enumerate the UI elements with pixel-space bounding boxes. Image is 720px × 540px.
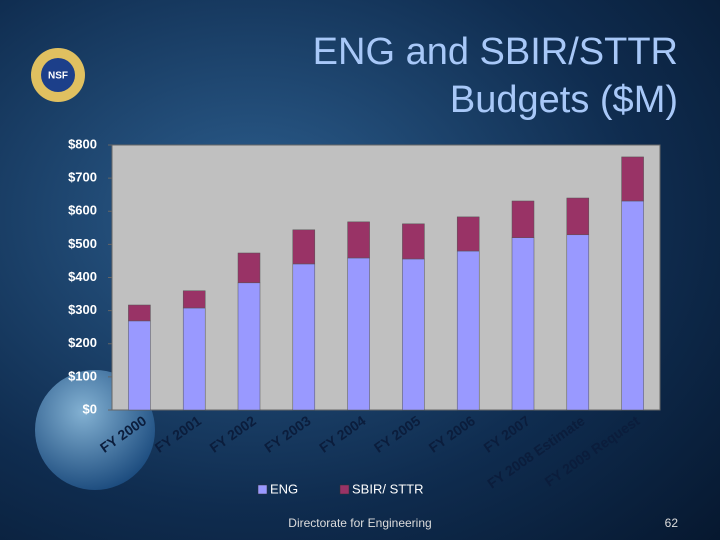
bar-segment bbox=[237, 252, 261, 284]
legend-swatch bbox=[257, 484, 268, 495]
legend-swatch bbox=[339, 484, 350, 495]
bar-segment bbox=[511, 200, 535, 238]
bar-segment bbox=[566, 234, 590, 411]
page-number: 62 bbox=[665, 516, 679, 530]
bar-segment bbox=[511, 237, 535, 411]
bar-segment bbox=[128, 320, 151, 411]
bar-segment bbox=[347, 221, 370, 259]
legend-label: ENG bbox=[270, 481, 298, 496]
y-tick-label: $0 bbox=[83, 401, 97, 416]
bar-segment bbox=[182, 307, 206, 411]
y-tick-label: $700 bbox=[68, 170, 97, 185]
bar-segment bbox=[621, 200, 644, 411]
bar-segment bbox=[566, 197, 590, 236]
bar-segment bbox=[292, 263, 316, 411]
logo-core bbox=[41, 58, 75, 92]
bar-segment bbox=[292, 229, 316, 265]
bar-segment bbox=[402, 223, 425, 260]
title-box: ENG and SBIR/STTR Budgets ($M) bbox=[312, 31, 678, 121]
chart-title: ENG and SBIR/STTR Budgets ($M) bbox=[312, 31, 678, 121]
bar-segment bbox=[456, 250, 480, 411]
bar-segment bbox=[347, 257, 370, 411]
bar-segment bbox=[237, 282, 261, 411]
y-tick-label: $300 bbox=[68, 302, 97, 317]
y-tick-label: $200 bbox=[68, 335, 97, 350]
bar-segment bbox=[621, 156, 644, 202]
y-tick-label: $600 bbox=[68, 203, 97, 218]
y-tick-label: $800 bbox=[68, 136, 97, 151]
footer: Directorate for Engineering bbox=[288, 516, 431, 530]
bar-segment bbox=[128, 304, 151, 322]
y-tick-label: $100 bbox=[68, 368, 97, 383]
y-tick-label: $400 bbox=[68, 269, 97, 284]
y-tick-label: $500 bbox=[68, 236, 97, 251]
legend-label: SBIR/ STTR bbox=[352, 481, 424, 496]
logo-text: NSF bbox=[48, 71, 68, 82]
bar-segment bbox=[456, 216, 480, 252]
logo: NSF bbox=[31, 48, 85, 102]
bar-segment bbox=[402, 258, 425, 411]
bar-segment bbox=[182, 290, 206, 309]
